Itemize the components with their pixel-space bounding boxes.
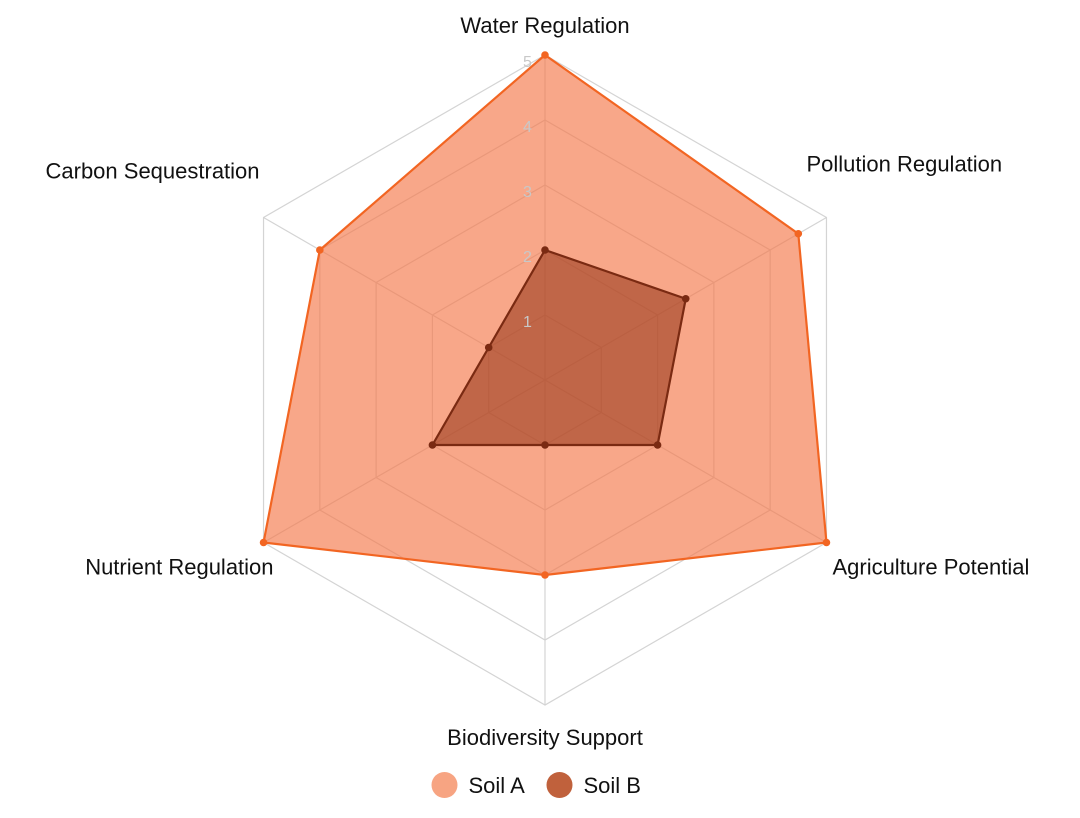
point-soil-b-water-regulation[interactable] bbox=[541, 246, 549, 254]
radar-tick-labels: 1 2 3 4 5 bbox=[523, 54, 532, 331]
chart-legend: Soil A Soil B bbox=[431, 772, 641, 798]
tick-label-5: 5 bbox=[523, 54, 532, 71]
point-soil-b-nutrient-regulation[interactable] bbox=[428, 441, 437, 449]
point-soil-b-biodiversity-support[interactable] bbox=[541, 441, 549, 449]
legend-label-soil-a: Soil A bbox=[469, 773, 526, 798]
point-soil-b-agriculture-potential[interactable] bbox=[653, 441, 662, 449]
axis-label-nutrient-regulation: Nutrient Regulation bbox=[85, 555, 273, 580]
point-soil-a-agriculture-potential[interactable] bbox=[822, 538, 831, 547]
axis-label-agriculture-potential: Agriculture Potential bbox=[832, 555, 1029, 580]
point-soil-b-pollution-regulation[interactable] bbox=[681, 294, 690, 303]
axis-label-carbon-sequestration: Carbon Sequestration bbox=[46, 159, 260, 184]
radar-series bbox=[259, 51, 831, 579]
point-soil-a-biodiversity-support[interactable] bbox=[541, 571, 549, 579]
point-soil-a-nutrient-regulation[interactable] bbox=[259, 538, 268, 547]
legend-swatch-soil-a bbox=[431, 772, 458, 798]
point-soil-b-carbon-sequestration[interactable] bbox=[484, 343, 493, 352]
legend-item-soil-b[interactable]: Soil B bbox=[546, 772, 641, 798]
radar-axis-labels: Water Regulation Pollution Regulation Agri… bbox=[46, 13, 1030, 750]
tick-label-1: 1 bbox=[523, 314, 532, 331]
point-soil-a-pollution-regulation[interactable] bbox=[794, 229, 803, 238]
legend-swatch-soil-b bbox=[546, 772, 573, 798]
point-soil-a-carbon-sequestration[interactable] bbox=[316, 246, 324, 254]
tick-label-4: 4 bbox=[523, 119, 532, 136]
point-soil-a-water-regulation[interactable] bbox=[541, 51, 549, 59]
tick-label-3: 3 bbox=[523, 184, 532, 201]
axis-label-water-regulation: Water Regulation bbox=[460, 13, 629, 38]
axis-label-pollution-regulation: Pollution Regulation bbox=[806, 152, 1002, 177]
axis-label-biodiversity-support: Biodiversity Support bbox=[447, 725, 643, 750]
legend-label-soil-b: Soil B bbox=[584, 773, 641, 798]
legend-item-soil-a[interactable]: Soil A bbox=[431, 772, 526, 798]
tick-label-2: 2 bbox=[523, 249, 532, 266]
